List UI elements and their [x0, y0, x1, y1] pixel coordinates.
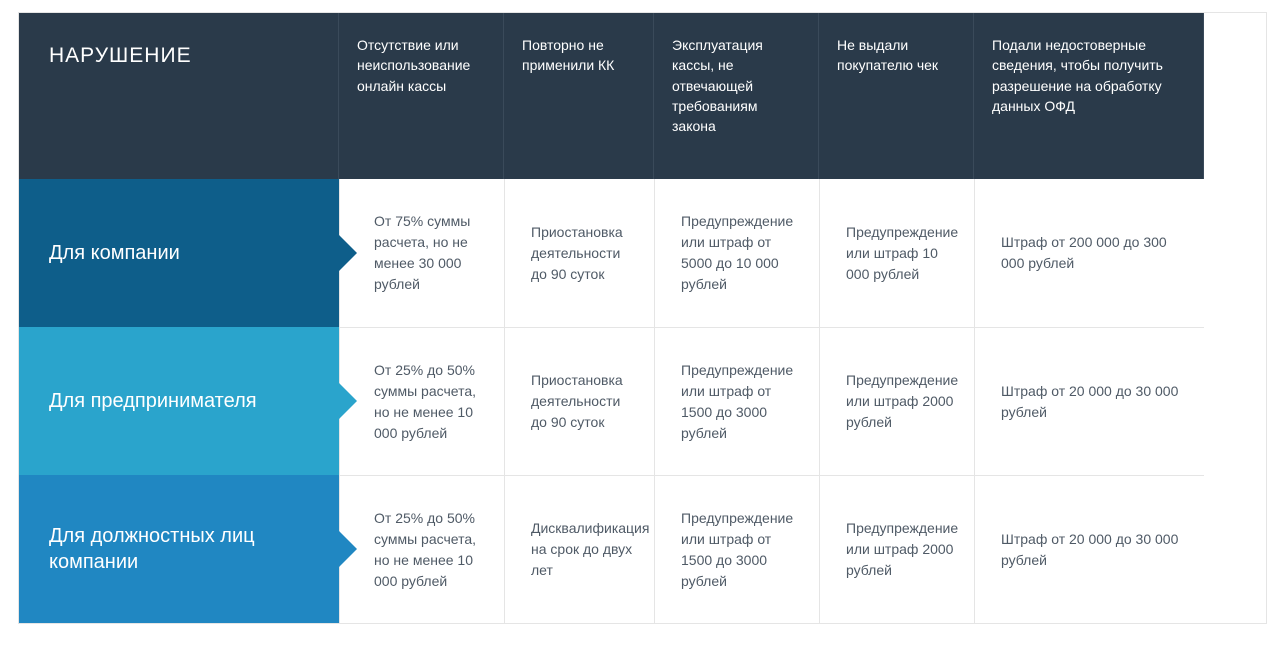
cell-1-4: Штраф от 20 000 до 30 000 рублей — [974, 327, 1204, 475]
cell-0-1: Приостановка деятельности до 90 суток — [504, 179, 654, 327]
cell-2-1: Дисквалификация на срок до двух лет — [504, 475, 654, 623]
cell-0-4: Штраф от 200 000 до 300 000 рублей — [974, 179, 1204, 327]
violations-table: НАРУШЕНИЕ Отсутствие или неиспользование… — [18, 12, 1267, 624]
row-label-company: Для компании — [19, 179, 339, 327]
row-label-text: Для предпринимателя — [49, 388, 257, 414]
cell-0-0: От 75% суммы расчета, но не менее 30 000… — [339, 179, 504, 327]
col-header-4: Подали недостоверные сведения, чтобы пол… — [974, 13, 1204, 179]
cell-1-2: Предупреждение или штраф от 1500 до 3000… — [654, 327, 819, 475]
cell-1-0: От 25% до 50% суммы расчета, но не менее… — [339, 327, 504, 475]
cell-0-3: Предупреждение или штраф 10 000 рублей — [819, 179, 974, 327]
row-label-officials: Для должностных лиц компании — [19, 475, 339, 623]
cell-2-3: Предупреждение или штраф 2000 рублей — [819, 475, 974, 623]
cell-2-0: От 25% до 50% суммы расчета, но не менее… — [339, 475, 504, 623]
row-label-entrepreneur: Для предпринимателя — [19, 327, 339, 475]
col-header-3: Не выдали покупателю чек — [819, 13, 974, 179]
col-header-0: Отсутствие или неиспользование онлайн ка… — [339, 13, 504, 179]
cell-2-4: Штраф от 20 000 до 30 000 рублей — [974, 475, 1204, 623]
cell-1-1: Приостановка деятельности до 90 суток — [504, 327, 654, 475]
cell-0-2: Предупреждение или штраф от 5000 до 10 0… — [654, 179, 819, 327]
col-header-1: Повторно не применили КК — [504, 13, 654, 179]
col-header-2: Эксплуатация кассы, не отвечающей требов… — [654, 13, 819, 179]
row-label-text: Для компании — [49, 240, 180, 266]
row-label-text: Для должностных лиц компании — [49, 523, 309, 575]
cell-1-3: Предупреждение или штраф 2000 рублей — [819, 327, 974, 475]
cell-2-2: Предупреждение или штраф от 1500 до 3000… — [654, 475, 819, 623]
header-title: НАРУШЕНИЕ — [19, 13, 339, 179]
